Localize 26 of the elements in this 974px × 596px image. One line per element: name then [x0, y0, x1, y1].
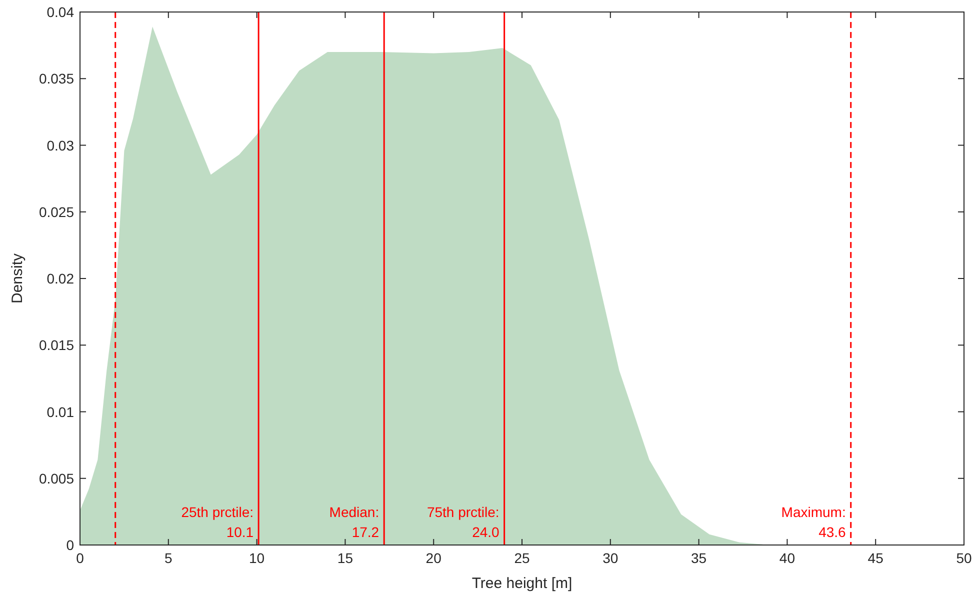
- x-tick-label: 30: [602, 550, 618, 566]
- y-tick-label: 0: [66, 537, 74, 553]
- x-tick-label: 20: [426, 550, 442, 566]
- x-tick-label: 5: [164, 550, 172, 566]
- y-tick-label: 0.04: [46, 4, 74, 20]
- x-tick-label: 25: [514, 550, 530, 566]
- x-tick-label: 10: [249, 550, 265, 566]
- x-tick-label: 50: [956, 550, 972, 566]
- y-tick-label: 0.01: [46, 404, 74, 420]
- x-tick-label: 15: [337, 550, 354, 566]
- y-tick-label: 0.005: [38, 470, 74, 486]
- y-axis-title: Density: [9, 253, 26, 304]
- y-tick-label: 0.025: [38, 204, 74, 220]
- x-axis-title: Tree height [m]: [472, 575, 572, 592]
- x-tick-label: 35: [691, 550, 707, 566]
- ref-line-label: Maximum: 43.6: [781, 504, 846, 540]
- ref-line-label: Median: 17.2: [329, 504, 380, 540]
- x-tick-label: 0: [76, 550, 84, 566]
- x-tick-label: 45: [868, 550, 884, 566]
- y-tick-label: 0.035: [38, 70, 74, 87]
- y-tick-label: 0.02: [46, 270, 74, 286]
- ref-line-label: 25th prctile: 10.1: [181, 504, 254, 540]
- y-tick-label: 0.03: [46, 137, 74, 154]
- y-tick-label: 0.015: [38, 337, 74, 354]
- ref-line-label: 75th prctile: 24.0: [426, 504, 500, 540]
- x-tick-label: 40: [779, 550, 796, 566]
